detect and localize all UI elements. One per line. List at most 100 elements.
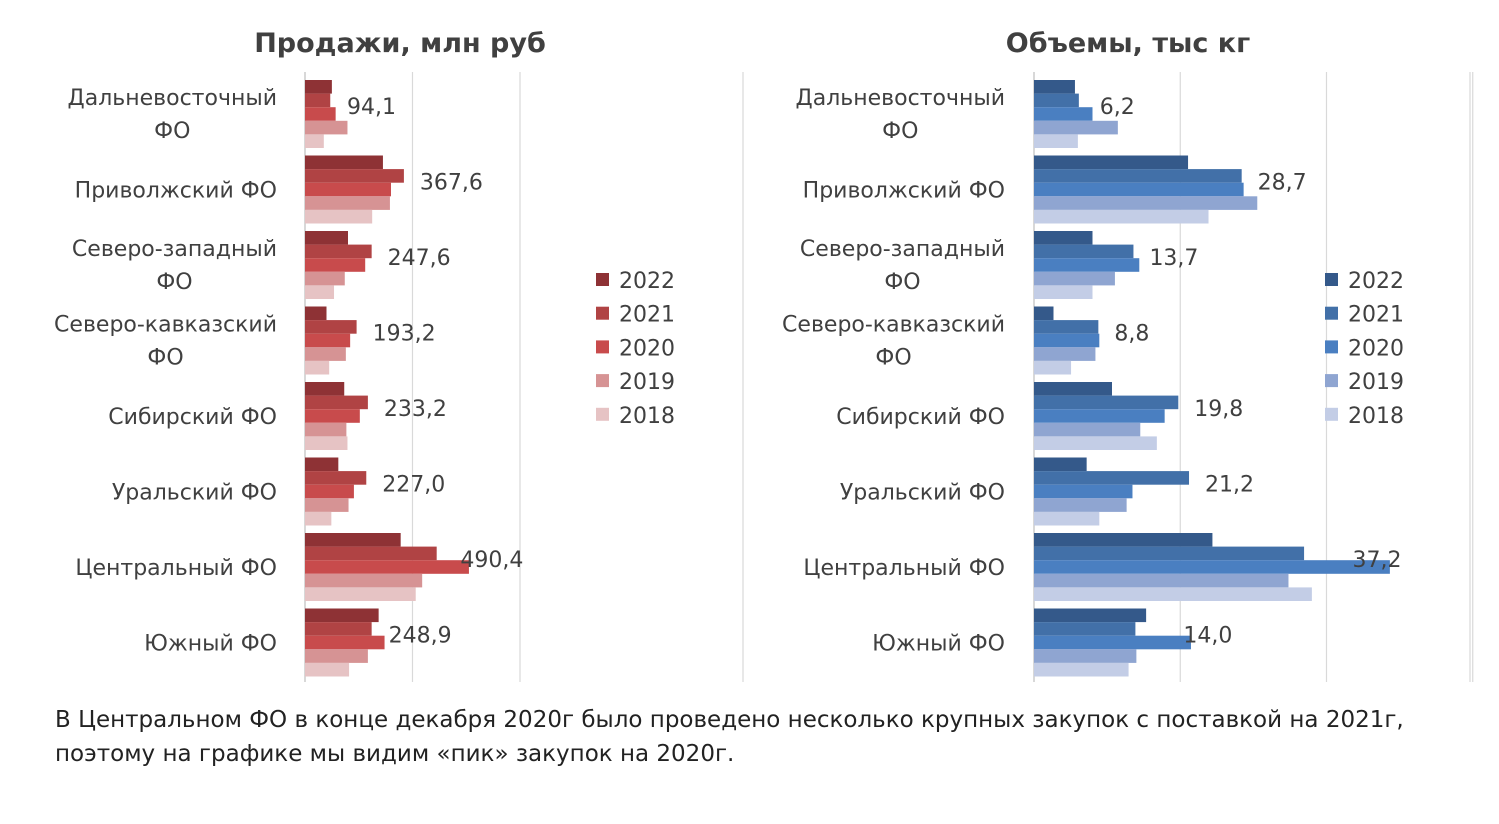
sales-category-label: Дальневосточный (68, 86, 277, 111)
sales-category-label: Приволжский ФО (75, 179, 277, 204)
sales-legend-label-2022: 2022 (619, 269, 675, 294)
sales-bar-2018 (305, 134, 324, 148)
sales-data-label: 233,2 (384, 397, 447, 422)
sales-bar-2020 (305, 484, 354, 499)
sales-data-label: 247,6 (388, 246, 451, 271)
sales-category-label: ФО (147, 346, 183, 371)
sales-bar-2021 (305, 169, 404, 183)
volume-bar-2018 (1034, 511, 1100, 526)
volume-bar-2019 (1034, 347, 1096, 361)
volume-chart-title: Объемы, тыс кг (1006, 28, 1250, 59)
sales-bar-2020 (305, 560, 469, 574)
sales-bar-2021 (305, 622, 372, 636)
sales-category-label: Северо-кавказский (54, 313, 277, 338)
sales-legend-label-2020: 2020 (619, 336, 675, 361)
volume-bar-2021 (1034, 244, 1134, 259)
sales-bar-2021 (305, 395, 368, 410)
sales-category-label: Уральский ФО (112, 481, 277, 506)
volume-bar-2019 (1034, 271, 1115, 286)
volume-bar-2021 (1034, 169, 1242, 183)
sales-bar-2018 (305, 360, 330, 375)
volume-category-label: ФО (875, 346, 911, 371)
volume-bar-2021 (1034, 395, 1179, 410)
sales-legend-swatch-2019 (596, 374, 609, 388)
volume-category-label: Сибирский ФО (836, 405, 1005, 430)
volume-bar-2020 (1034, 333, 1100, 348)
volume-legend-swatch-2020 (1325, 340, 1338, 354)
sales-legend-label-2018: 2018 (619, 404, 675, 429)
sales-data-label: 94,1 (347, 95, 396, 120)
sales-data-label: 248,9 (389, 624, 452, 649)
volume-bar-2022 (1034, 382, 1112, 396)
volume-bar-2018 (1034, 209, 1209, 224)
volume-data-label: 8,8 (1114, 322, 1149, 347)
sales-category-label: Центральный ФО (75, 556, 277, 581)
sales-legend-swatch-2021 (596, 306, 609, 320)
volume-legend-label-2022: 2022 (1348, 269, 1404, 294)
volume-bar-2022 (1034, 608, 1147, 623)
sales-bar-2019 (305, 498, 349, 512)
sales-category-label: Сибирский ФО (108, 405, 277, 430)
volume-category-label: ФО (882, 119, 918, 144)
sales-data-label: 367,6 (420, 171, 483, 196)
volume-bar-2019 (1034, 196, 1258, 210)
volume-bar-2019 (1034, 573, 1289, 588)
sales-bar-2022 (305, 382, 345, 396)
sales-bar-2018 (305, 436, 348, 450)
volume-bar-2022 (1034, 457, 1087, 472)
volume-bar-2020 (1034, 635, 1191, 650)
sales-bar-2022 (305, 533, 401, 547)
volume-legend-label-2020: 2020 (1348, 336, 1404, 361)
volume-legend-swatch-2018 (1325, 407, 1338, 421)
sales-bar-2022 (305, 608, 379, 623)
volume-bar-2018 (1034, 662, 1129, 677)
volume-bar-2021 (1034, 471, 1190, 485)
volume-data-label: 13,7 (1149, 246, 1198, 271)
volume-category-label: Дальневосточный (796, 86, 1005, 111)
sales-bar-2022 (305, 80, 332, 94)
sales-bar-2022 (305, 231, 348, 245)
volume-bar-2018 (1034, 436, 1157, 450)
volume-bar-2020 (1034, 560, 1390, 574)
sales-bar-2022 (305, 457, 339, 472)
footnote: В Центральном ФО в конце декабря 2020г б… (55, 707, 1404, 767)
sales-bar-2019 (305, 347, 346, 361)
volume-category-label: ФО (884, 270, 920, 295)
volume-legend-swatch-2021 (1325, 306, 1338, 320)
volume-category-label: Южный ФО (872, 632, 1005, 657)
volume-bar-2020 (1034, 484, 1133, 499)
volume-chart: Объемы, тыс кг Дальневосточный ФО 6,2 Привол… (782, 28, 1474, 682)
sales-bar-2019 (305, 120, 348, 135)
volume-bar-2020 (1034, 258, 1140, 272)
volume-legend-label-2018: 2018 (1348, 404, 1404, 429)
volume-category-label: Центральный ФО (803, 556, 1005, 581)
sales-legend-swatch-2018 (596, 407, 609, 421)
sales-legend-swatch-2020 (596, 340, 609, 354)
volume-category-label: Приволжский ФО (803, 179, 1005, 204)
volume-data-label: 19,8 (1194, 397, 1243, 422)
volume-bar-2022 (1034, 306, 1054, 321)
sales-category-label: Северо-западный (72, 237, 277, 262)
volume-bar-2021 (1034, 546, 1305, 561)
charts-canvas: Продажи, млн руб Дальневосточный ФО 94,1 При… (54, 28, 1474, 682)
sales-category-label: Южный ФО (144, 632, 277, 657)
volume-bar-2022 (1034, 80, 1075, 94)
sales-bar-2020 (305, 258, 366, 272)
sales-bar-2021 (305, 93, 331, 108)
sales-legend-swatch-2022 (596, 273, 609, 286)
sales-legend-label-2019: 2019 (619, 370, 675, 395)
sales-data-label: 490,4 (460, 548, 523, 573)
volume-category-label: Уральский ФО (840, 481, 1005, 506)
volume-bar-2020 (1034, 107, 1093, 121)
volume-bar-2020 (1034, 182, 1244, 197)
sales-legend-label-2021: 2021 (619, 303, 675, 328)
sales-bar-2020 (305, 182, 391, 197)
sales-chart-title: Продажи, млн руб (254, 28, 546, 59)
sales-data-label: 193,2 (373, 322, 436, 347)
sales-bar-2020 (305, 635, 385, 650)
sales-bar-2020 (305, 333, 351, 348)
volume-data-label: 37,2 (1352, 548, 1401, 573)
sales-bar-2019 (305, 573, 423, 588)
sales-bar-2018 (305, 662, 350, 677)
volume-bar-2019 (1034, 120, 1118, 135)
